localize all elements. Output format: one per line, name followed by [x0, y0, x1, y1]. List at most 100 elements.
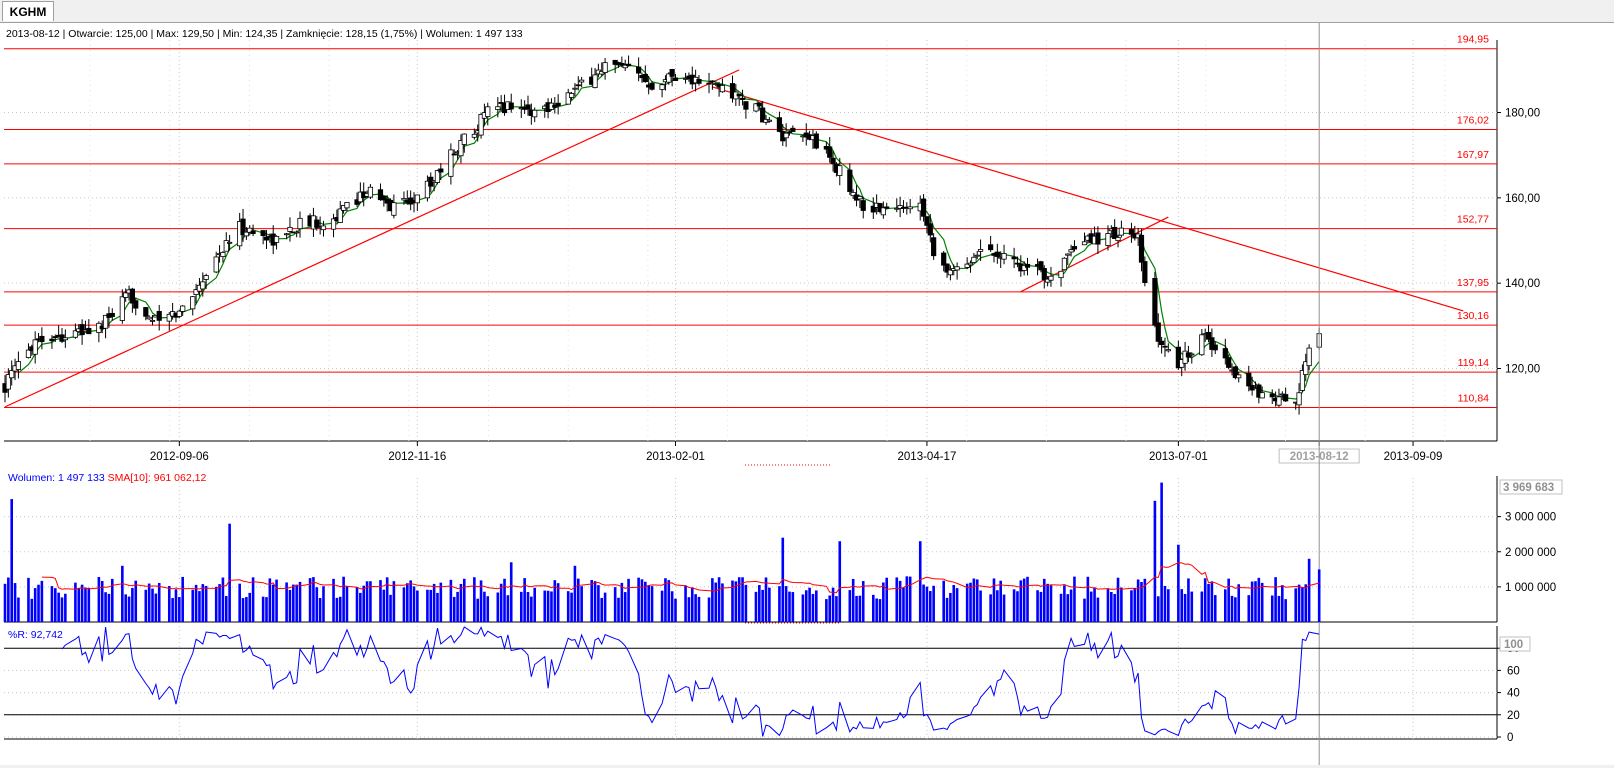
candle-body	[552, 104, 558, 108]
candle-body	[1045, 278, 1051, 283]
volume-bar	[597, 585, 600, 622]
volume-bar	[590, 580, 593, 622]
volume-bar	[613, 587, 617, 622]
volume-bar	[952, 584, 956, 622]
candle-body	[870, 205, 876, 213]
candle	[947, 265, 954, 281]
candle	[927, 214, 933, 243]
candle-body	[642, 73, 648, 83]
candle	[381, 195, 387, 207]
volume-bar	[835, 596, 838, 622]
candle-body	[508, 102, 514, 110]
volume-bar	[1089, 591, 1093, 622]
volume-bar	[902, 587, 905, 622]
wr-y-label: 0	[1507, 732, 1513, 744]
candle	[729, 75, 736, 103]
volume-bar	[734, 581, 738, 622]
candle-body	[193, 289, 199, 295]
chart-area[interactable]: 2013-08-12 | Otwarcie: 125,00 | Max: 129…	[0, 23, 1614, 765]
volume-bar	[969, 582, 972, 622]
price-sma-line	[18, 63, 1320, 400]
volume-bar	[365, 581, 369, 622]
volume-bar	[553, 580, 557, 622]
candle	[813, 131, 819, 150]
volume-bar	[949, 592, 952, 622]
candle	[119, 289, 125, 324]
candle	[337, 201, 343, 224]
volume-bar	[741, 577, 744, 622]
candle	[227, 235, 233, 251]
candle-body	[143, 307, 149, 317]
candle	[367, 184, 374, 200]
candle	[1045, 275, 1051, 287]
candle	[1232, 365, 1238, 380]
volume-bar	[318, 598, 322, 622]
candle	[15, 351, 22, 379]
candle	[1061, 257, 1067, 271]
candle-body	[32, 339, 38, 355]
candle-body	[330, 218, 337, 230]
candle-body	[448, 149, 454, 177]
candle	[498, 95, 504, 113]
volume-bar	[687, 597, 691, 622]
volume-bar	[462, 578, 466, 622]
wr-top-box	[1499, 636, 1531, 652]
volume-bar	[1237, 584, 1241, 622]
candle	[176, 309, 182, 319]
volume-y-label: 1 000 000	[1505, 582, 1556, 594]
candle-body	[619, 63, 625, 66]
volume-max-box	[1499, 479, 1563, 495]
candle	[1155, 313, 1161, 348]
candle	[1246, 365, 1252, 392]
volume-bar	[1234, 597, 1237, 622]
candle-body	[1081, 241, 1088, 246]
candle-body	[736, 93, 742, 97]
volume-bar	[758, 585, 761, 622]
volume-bar	[245, 597, 248, 622]
candle	[756, 102, 762, 111]
volume-bar	[198, 591, 201, 622]
candle-body	[786, 131, 793, 134]
chart-svg[interactable]: 2013-08-12 | Otwarcie: 125,00 | Max: 129…	[0, 23, 1614, 765]
candle-body	[1165, 349, 1171, 352]
candle-body	[1138, 234, 1145, 263]
candle	[649, 80, 655, 91]
candle-body	[478, 113, 484, 136]
volume-bar	[265, 597, 268, 622]
candle	[1236, 371, 1242, 383]
volume-bar	[406, 583, 409, 622]
volume-bar	[711, 578, 714, 622]
candle	[776, 111, 783, 133]
candle	[1038, 260, 1044, 273]
candle-body	[223, 240, 229, 252]
volume-bar	[878, 599, 882, 622]
volume-bar	[875, 598, 878, 622]
candle	[190, 296, 196, 316]
candle	[988, 235, 994, 252]
candle-body	[1115, 237, 1121, 242]
candle-body	[857, 196, 863, 200]
tab-kghm[interactable]: KGHM	[2, 1, 54, 21]
candle-body	[753, 103, 759, 112]
x-tick-label: 2013-09-09	[1384, 451, 1443, 463]
candle-body	[827, 146, 833, 158]
candle	[1162, 337, 1168, 357]
wr-y-label: 40	[1507, 688, 1520, 700]
candle-body	[240, 218, 246, 236]
volume-bar	[989, 594, 992, 622]
candle	[448, 143, 454, 185]
candle-body	[1296, 392, 1302, 406]
candle-body	[176, 310, 182, 317]
candle	[1112, 219, 1118, 239]
volume-bar	[84, 587, 87, 622]
candle	[860, 196, 866, 219]
candle-body	[62, 337, 68, 341]
candle-body	[954, 266, 960, 271]
candle-body	[964, 263, 970, 268]
candle	[414, 194, 420, 211]
tab-bar: KGHM	[0, 0, 1614, 23]
volume-bar	[1307, 558, 1311, 622]
candle	[853, 185, 860, 207]
volume-bar	[436, 592, 439, 622]
candle-body	[190, 296, 196, 310]
